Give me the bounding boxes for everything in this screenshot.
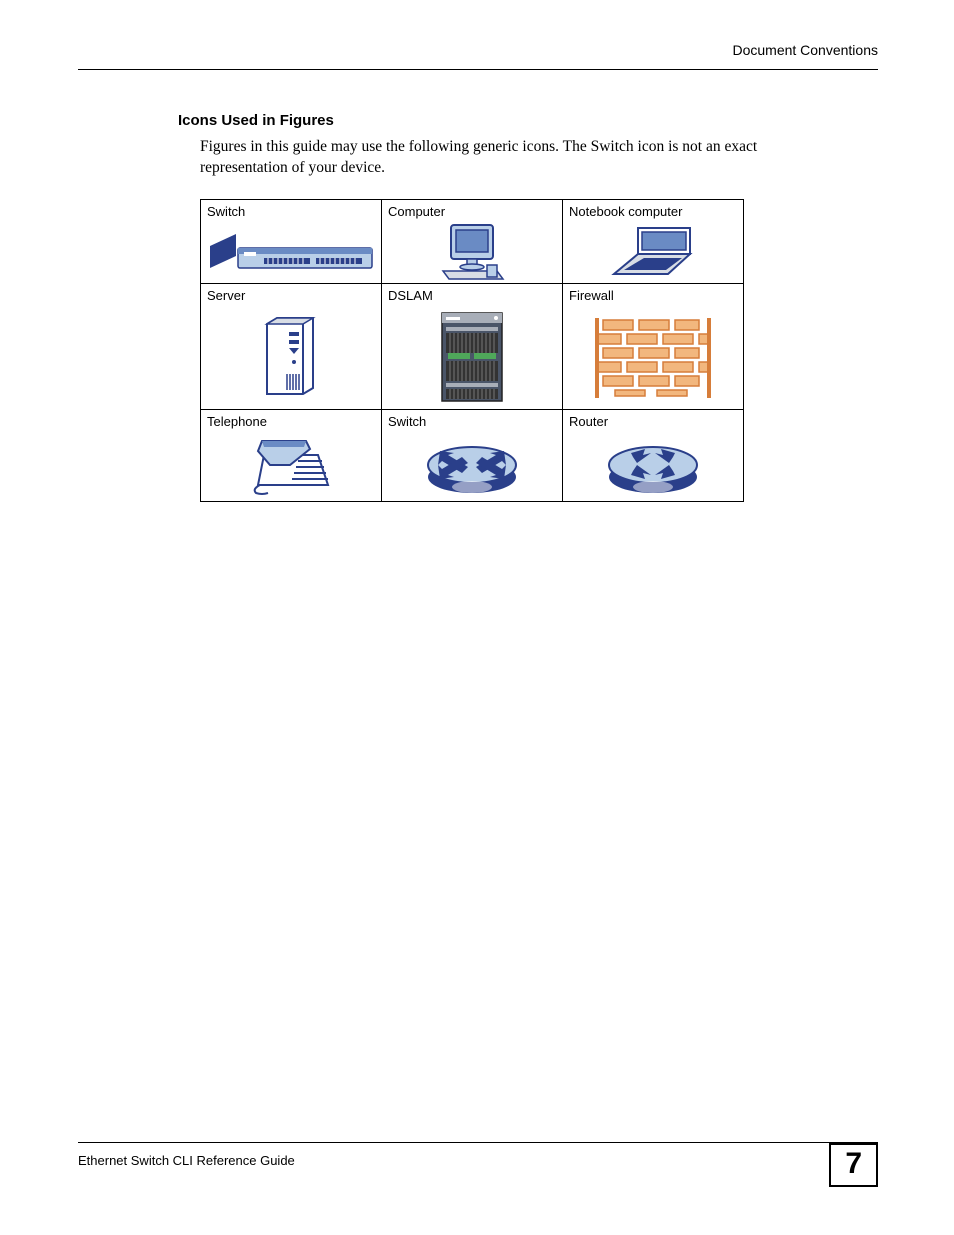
router-icon <box>569 433 737 499</box>
footer-guide: Ethernet Switch CLI Reference Guide <box>78 1149 295 1168</box>
icons-table: Switch <box>200 199 744 502</box>
cell-notebook: Notebook computer <box>563 199 744 283</box>
firewall-icon <box>569 307 737 407</box>
label-server: Server <box>207 288 375 303</box>
header-section: Document Conventions <box>732 42 878 58</box>
cell-switch-round: Switch <box>382 409 563 501</box>
cell-firewall: Firewall <box>563 283 744 409</box>
label-switch-rack: Switch <box>207 204 375 219</box>
switch-round-icon <box>388 433 556 499</box>
computer-icon <box>388 223 556 281</box>
label-switch-round: Switch <box>388 414 556 429</box>
cell-dslam: DSLAM <box>382 283 563 409</box>
label-firewall: Firewall <box>569 288 737 303</box>
page-number: 7 <box>829 1143 878 1187</box>
label-dslam: DSLAM <box>388 288 556 303</box>
cell-switch-rack: Switch <box>201 199 382 283</box>
notebook-icon <box>569 223 737 281</box>
server-icon <box>207 307 375 407</box>
label-router: Router <box>569 414 737 429</box>
cell-router: Router <box>563 409 744 501</box>
dslam-icon <box>388 307 556 407</box>
telephone-icon <box>207 433 375 499</box>
label-notebook: Notebook computer <box>569 204 737 219</box>
section-body: Figures in this guide may use the follow… <box>200 137 840 179</box>
cell-server: Server <box>201 283 382 409</box>
cell-computer: Computer <box>382 199 563 283</box>
label-telephone: Telephone <box>207 414 375 429</box>
section-title: Icons Used in Figures <box>178 112 878 129</box>
switch-rack-icon <box>207 223 375 281</box>
label-computer: Computer <box>388 204 556 219</box>
cell-telephone: Telephone <box>201 409 382 501</box>
